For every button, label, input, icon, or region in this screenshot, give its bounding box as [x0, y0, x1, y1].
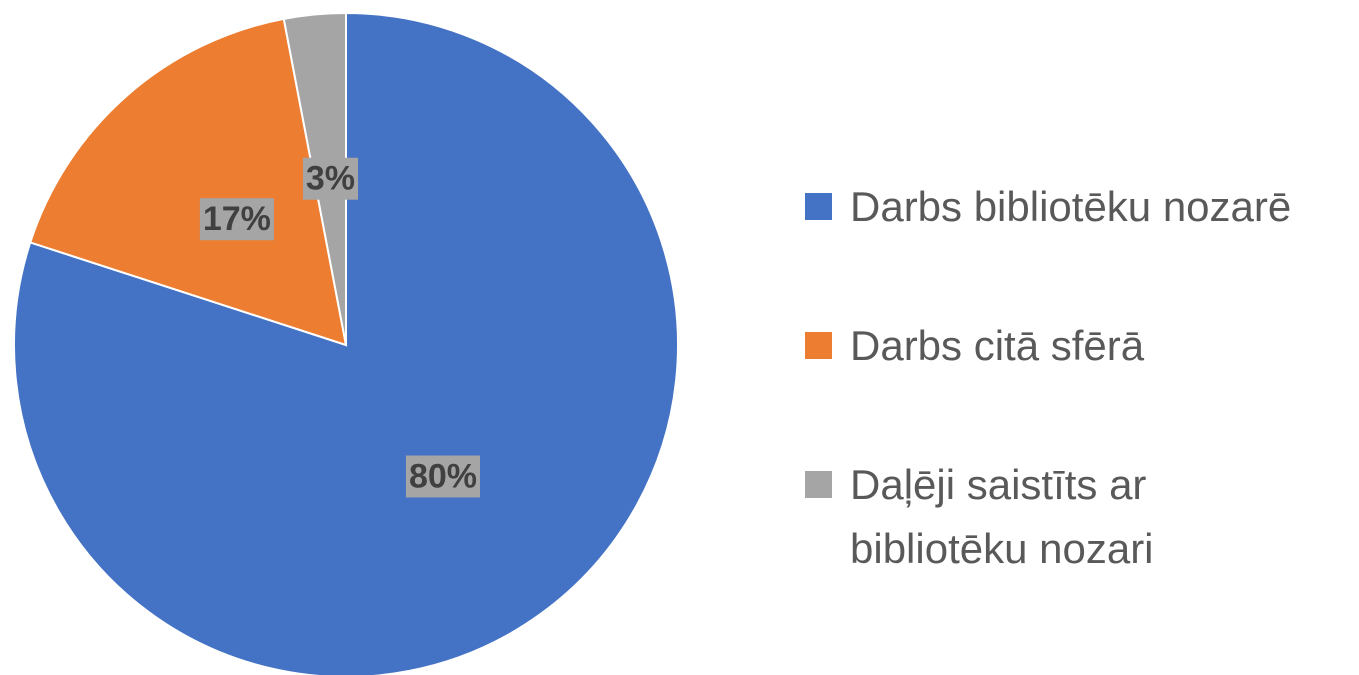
pie-slice — [28, 17, 348, 347]
data-label: 80% — [409, 457, 477, 495]
data-label: 17% — [203, 200, 271, 238]
data-label-box — [302, 157, 359, 200]
legend-swatch — [805, 193, 832, 220]
legend: Darbs bibliotēku nozarē Darbs citā sfērā D… — [805, 175, 1325, 656]
data-label-box — [405, 455, 481, 498]
legend-item: Darbs bibliotēku nozarē — [805, 175, 1325, 239]
pie-slice — [13, 11, 679, 675]
data-label: 3% — [306, 160, 355, 198]
legend-swatch — [805, 471, 832, 498]
data-label-box — [199, 198, 274, 241]
chart: 80% 17% 3% — [13, 11, 679, 675]
legend-item: Daļēji saistīts ar bibliotēku nozari — [805, 453, 1325, 581]
legend-label: Daļēji saistīts ar bibliotēku nozari — [850, 461, 1154, 572]
legend-item: Darbs citā sfērā — [805, 314, 1325, 378]
legend-label: Darbs bibliotēku nozarē — [850, 183, 1292, 230]
legend-swatch — [805, 332, 832, 359]
legend-label: Darbs citā sfērā — [850, 322, 1145, 369]
